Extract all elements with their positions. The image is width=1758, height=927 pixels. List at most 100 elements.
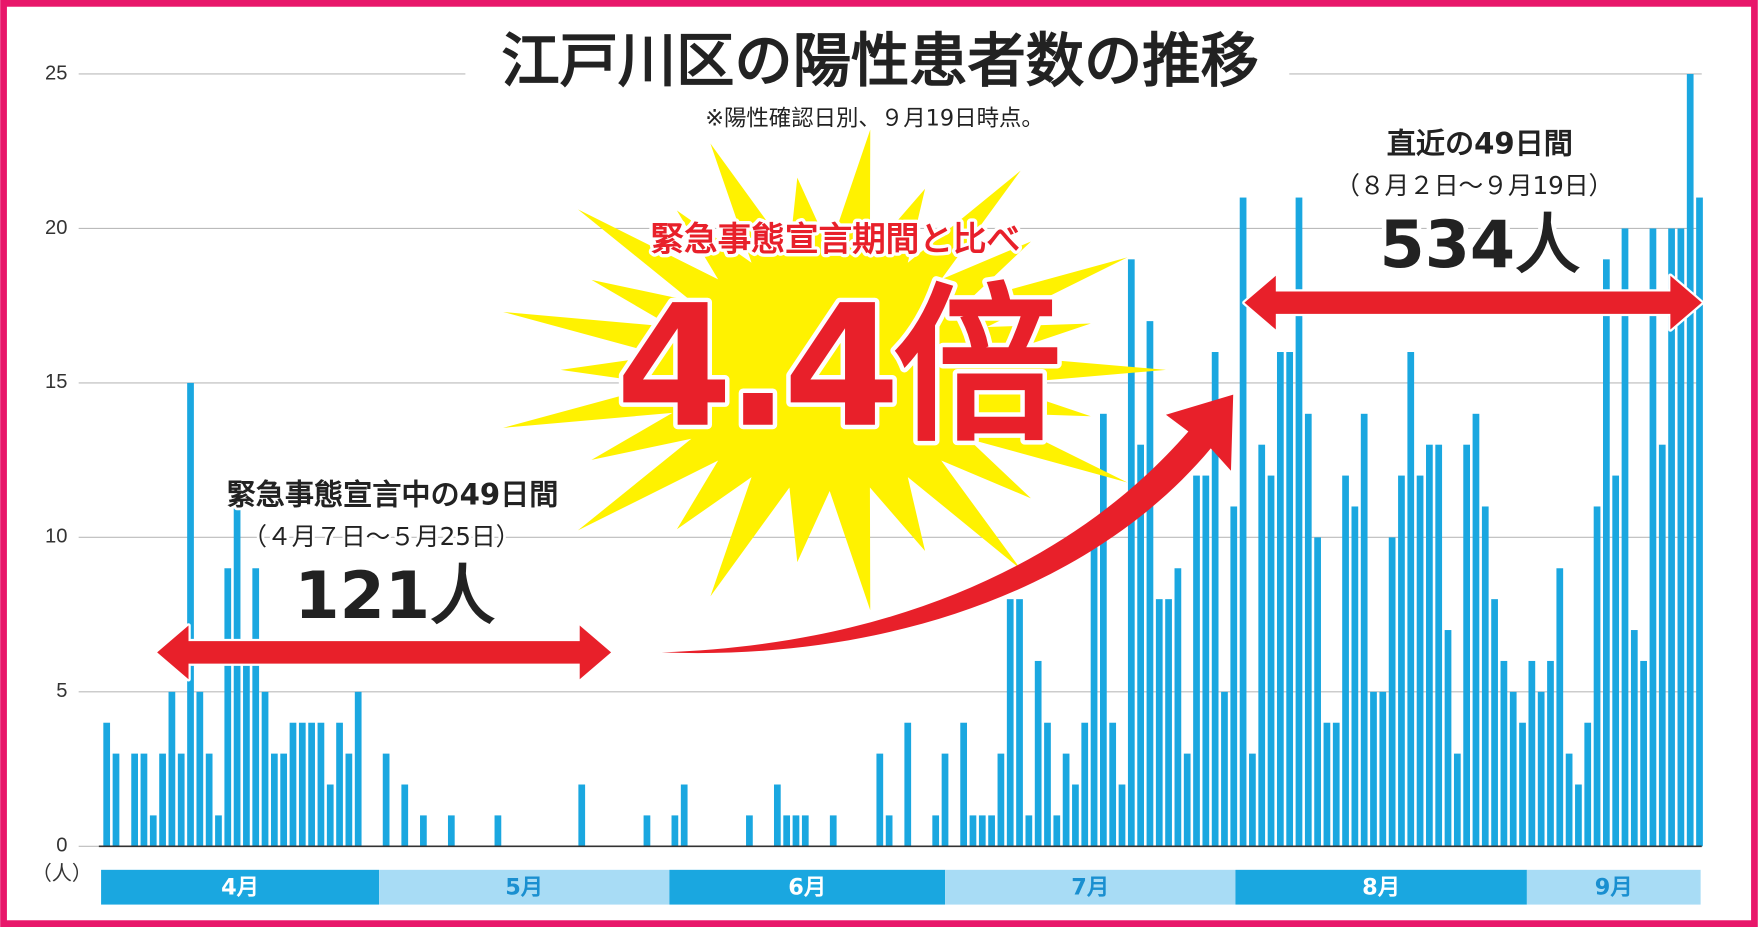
y-tick-label: 10 bbox=[45, 526, 67, 548]
bar bbox=[1202, 475, 1210, 847]
bar bbox=[354, 691, 362, 847]
y-tick-label: 15 bbox=[45, 371, 67, 393]
x-tick-label: 8月 bbox=[1362, 874, 1400, 900]
month-band bbox=[379, 869, 670, 905]
bar bbox=[988, 815, 995, 847]
bar bbox=[1072, 784, 1079, 847]
left-range-arrow bbox=[154, 623, 614, 682]
bar bbox=[680, 784, 688, 847]
trend-arrow bbox=[661, 394, 1234, 654]
right-period: （８月２日～９月19日） bbox=[1335, 171, 1613, 200]
bar bbox=[168, 691, 176, 847]
bar bbox=[1658, 444, 1666, 847]
bar bbox=[1509, 691, 1517, 847]
bar bbox=[1500, 660, 1508, 847]
y-tick-label: 5 bbox=[56, 680, 67, 702]
bar bbox=[1304, 413, 1312, 847]
bar bbox=[1034, 660, 1042, 847]
month-band bbox=[1235, 869, 1527, 905]
bar bbox=[1407, 352, 1415, 847]
ratio-label: 4.4倍 bbox=[616, 269, 1058, 465]
right-title: 直近の49日間 bbox=[1387, 127, 1573, 161]
bar bbox=[1044, 722, 1051, 847]
bar bbox=[298, 722, 306, 847]
bar bbox=[1332, 722, 1340, 847]
double-arrow bbox=[1242, 273, 1704, 332]
bar bbox=[233, 506, 241, 847]
bar bbox=[1388, 537, 1396, 847]
bar bbox=[1118, 784, 1126, 847]
bar bbox=[326, 784, 334, 847]
bar bbox=[1137, 444, 1144, 847]
left-period: （４月７日～５月25日） bbox=[242, 522, 520, 551]
bar bbox=[308, 722, 315, 847]
bar bbox=[904, 722, 912, 847]
bar bbox=[1239, 197, 1247, 847]
bar bbox=[829, 815, 837, 847]
chart-subtitle: ※陽性確認日別、９月19日時点。 bbox=[705, 105, 1044, 131]
bar bbox=[159, 753, 166, 847]
bar bbox=[671, 815, 679, 847]
bar bbox=[1621, 228, 1629, 847]
bar bbox=[196, 691, 204, 847]
bar bbox=[932, 815, 940, 847]
bar bbox=[1481, 506, 1489, 847]
bar bbox=[103, 722, 111, 847]
bar bbox=[1519, 722, 1526, 847]
bar bbox=[1547, 660, 1554, 847]
bar bbox=[1006, 599, 1014, 847]
bar bbox=[1211, 352, 1219, 847]
bar bbox=[1295, 197, 1303, 847]
bar bbox=[1221, 691, 1228, 847]
bar bbox=[1286, 352, 1294, 847]
bar bbox=[317, 722, 325, 847]
month-band bbox=[1526, 869, 1701, 905]
bar bbox=[1165, 599, 1172, 847]
bar bbox=[149, 815, 157, 847]
bar bbox=[1370, 691, 1377, 847]
bar bbox=[1426, 444, 1433, 847]
bar bbox=[1351, 506, 1359, 847]
bar bbox=[420, 815, 427, 847]
bar bbox=[1556, 568, 1564, 847]
bar bbox=[1640, 660, 1647, 847]
bar bbox=[1230, 506, 1238, 847]
right-total: 534人 bbox=[1379, 208, 1580, 283]
y-axis-label: （人） bbox=[32, 861, 92, 885]
bar bbox=[578, 784, 586, 847]
bar bbox=[1453, 753, 1461, 847]
bar bbox=[1649, 228, 1657, 847]
bar bbox=[1463, 444, 1471, 847]
bar bbox=[205, 753, 213, 847]
bar bbox=[1090, 537, 1098, 847]
bar bbox=[1342, 475, 1349, 847]
bar bbox=[1146, 321, 1154, 847]
bar bbox=[1183, 753, 1191, 847]
bar bbox=[1491, 599, 1498, 847]
bar bbox=[1267, 475, 1275, 847]
bar bbox=[345, 753, 353, 847]
bar bbox=[773, 784, 781, 847]
bar bbox=[1155, 599, 1163, 847]
bar bbox=[1565, 753, 1573, 847]
month-band bbox=[101, 869, 380, 905]
double-arrow bbox=[154, 623, 614, 682]
month-bands: 4月 5月 6月 7月 8月 9月 bbox=[101, 869, 1701, 905]
bar bbox=[783, 815, 791, 847]
bar bbox=[494, 815, 502, 847]
bar bbox=[1630, 630, 1638, 847]
bars bbox=[98, 73, 1703, 848]
bar bbox=[336, 722, 343, 847]
bar bbox=[1258, 444, 1266, 847]
starburst-shape bbox=[503, 129, 1166, 611]
bar bbox=[224, 568, 232, 847]
bar bbox=[1276, 352, 1284, 847]
bar bbox=[1081, 722, 1089, 847]
bar bbox=[1398, 475, 1405, 847]
bar bbox=[801, 815, 809, 847]
bar bbox=[112, 753, 120, 847]
x-tick-label: 9月 bbox=[1595, 874, 1633, 900]
x-tick-label: 6月 bbox=[788, 874, 826, 900]
right-range-arrow bbox=[1242, 273, 1704, 332]
